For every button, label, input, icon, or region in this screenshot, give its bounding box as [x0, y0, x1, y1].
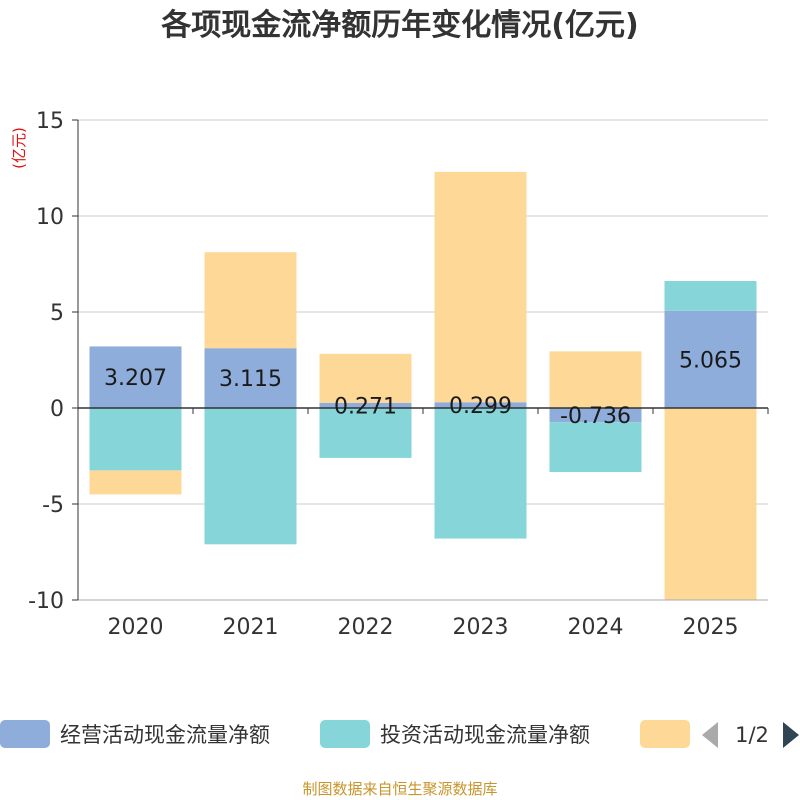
legend-swatch-1[interactable] — [320, 720, 370, 748]
bar-2023-series-1[interactable] — [434, 408, 527, 539]
legend-label-0[interactable]: 经营活动现金流量净额 — [60, 723, 270, 747]
bar-2025-series-1[interactable] — [664, 280, 757, 311]
legend-swatch-2[interactable] — [640, 720, 690, 748]
legend-label-1[interactable]: 投资活动现金流量净额 — [380, 723, 590, 747]
bar-2021-series-2[interactable] — [204, 252, 297, 349]
x-tick-label: 2023 — [453, 615, 509, 640]
next-page-icon[interactable] — [783, 722, 799, 748]
chart-title: 各项现金流净额历年变化情况(亿元) — [161, 8, 639, 43]
bar-2023-series-2[interactable] — [434, 171, 527, 403]
y-tick-label: 0 — [50, 397, 64, 422]
data-label-2022: 0.271 — [334, 394, 397, 419]
bar-2024-series-2[interactable] — [549, 351, 642, 408]
y-tick-label: 10 — [36, 205, 64, 230]
y-tick-label: 15 — [36, 109, 64, 134]
y-axis-title: (亿元) — [10, 127, 28, 169]
bar-2024-series-0[interactable] — [549, 408, 642, 423]
data-labels: 3.207 3.115 0.271 0.299 -0.736 5.065 — [104, 348, 742, 429]
bar-2020-series-0[interactable] — [89, 346, 182, 408]
bar-2023-series-0[interactable] — [434, 402, 527, 408]
bar-2021-series-0[interactable] — [204, 348, 297, 408]
legend-swatch-0[interactable] — [0, 720, 50, 748]
data-label-2021: 3.115 — [219, 367, 282, 392]
y-tick-label: -5 — [42, 493, 64, 518]
bar-2025-series-2[interactable] — [664, 408, 757, 600]
bar-2020-series-2[interactable] — [89, 470, 182, 495]
x-tick-label: 2024 — [568, 615, 624, 640]
legend: 经营活动现金流量净额 投资活动现金流量净额 1/2 — [0, 720, 799, 748]
bar-2022-series-1[interactable] — [319, 408, 412, 458]
prev-page-icon[interactable] — [702, 722, 718, 748]
data-label-2023: 0.299 — [449, 394, 512, 419]
data-label-2024: -0.736 — [560, 404, 631, 429]
bar-2022-series-0[interactable] — [319, 402, 412, 408]
data-source-note: 制图数据来自恒生聚源数据库 — [302, 780, 498, 798]
bars — [89, 171, 757, 600]
x-tick-label: 2020 — [108, 615, 164, 640]
data-label-2025: 5.065 — [679, 348, 742, 373]
y-tick-label: 5 — [50, 301, 64, 326]
axes: 15 10 5 0 -5 -10 (亿元) 2020 2021 2022 2023 2024 2025 — [10, 109, 769, 640]
bar-2021-series-1[interactable] — [204, 408, 297, 545]
grid-lines — [78, 119, 768, 601]
bar-2020-series-1[interactable] — [89, 408, 182, 471]
bar-2025-series-0[interactable] — [664, 310, 757, 408]
legend-page-indicator: 1/2 — [735, 723, 769, 747]
x-tick-label: 2025 — [683, 615, 739, 640]
x-tick-label: 2022 — [338, 615, 394, 640]
bar-2022-series-2[interactable] — [319, 353, 412, 403]
x-tick-label: 2021 — [223, 615, 279, 640]
bar-2024-series-1[interactable] — [549, 422, 642, 473]
y-tick-label: -10 — [28, 589, 64, 614]
data-label-2020: 3.207 — [104, 366, 167, 391]
